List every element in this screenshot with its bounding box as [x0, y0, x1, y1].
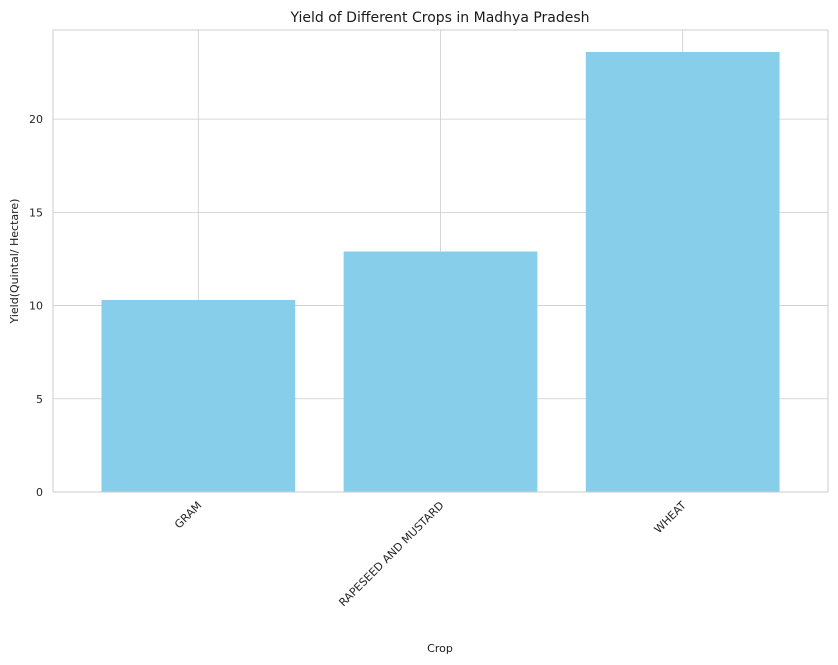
- x-axis-label: Crop: [427, 642, 453, 655]
- bar-rapeseed-and-mustard: [343, 251, 538, 492]
- y-tick-label: 15: [29, 206, 43, 219]
- bar-wheat: [585, 52, 780, 492]
- x-tick-label: RAPESEED AND MUSTARD: [336, 499, 446, 609]
- y-tick-label: 20: [29, 113, 43, 126]
- plot-frame: [52, 29, 829, 493]
- plot-area: 0 5 10 15 20 GRAM RAPESEED AND MUSTARD WHEAT: [29, 29, 829, 609]
- y-axis-label: Yield(Quintal/ Hectare): [8, 199, 21, 325]
- bar-gram: [101, 299, 296, 492]
- x-tick-label: GRAM: [172, 499, 204, 531]
- y-tick-label: 10: [29, 300, 43, 313]
- y-tick-label: 5: [36, 393, 43, 406]
- y-tick-label: 0: [36, 486, 43, 499]
- x-tick-label: WHEAT: [652, 499, 689, 536]
- chart-title: Yield of Different Crops in Madhya Prade…: [289, 10, 589, 26]
